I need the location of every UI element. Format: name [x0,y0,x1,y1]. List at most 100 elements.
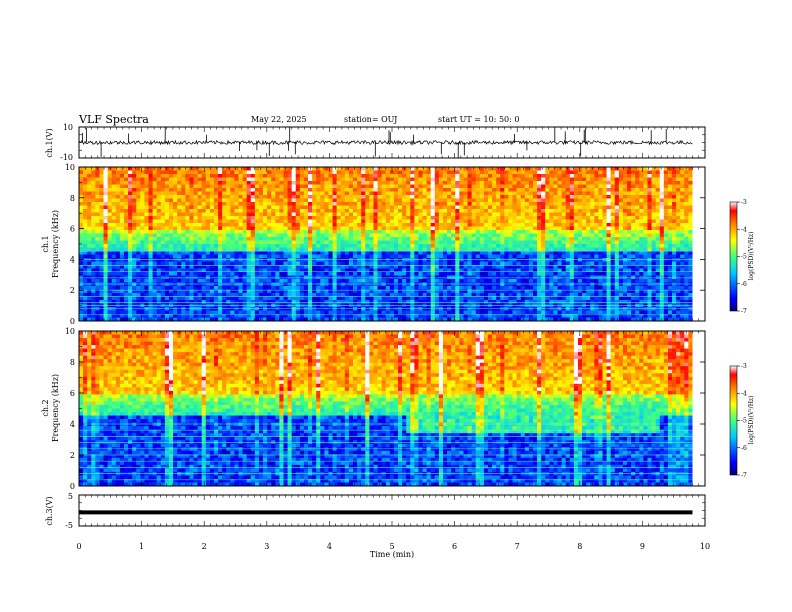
ch1-spectrogram-cell [312,212,317,217]
ch1-spectrogram-cell [381,223,387,227]
ch1-spectrogram-cell [205,275,211,280]
ch1-spectrogram-cell [447,275,452,280]
ch1-spectrogram-cell [152,170,158,175]
ch1-spectrogram-cell [451,219,456,224]
ch1-spectrogram-cell [87,233,92,238]
ch1-spectrogram-cell [234,240,239,245]
ch1-spectrogram-cell [197,184,203,189]
ch1-spectrogram-cell [226,205,231,210]
ch1-spectrogram-cell [369,293,374,297]
ch1-spectrogram-cell [344,268,350,273]
ch1-spectrogram-cell [475,268,481,273]
ch1-spectrogram-cell [95,209,100,213]
ch1-spectrogram-cell [467,258,473,262]
ch1-spectrogram-cell [500,275,505,280]
ch1-spectrogram-cell [140,233,145,238]
ch1-spectrogram-cell [426,317,432,321]
ch1-spectrogram-cell [279,258,284,262]
ch1-spectrogram-cell [189,261,194,266]
ch1-spectrogram-cell [87,209,92,213]
ch1-spectrogram-cell [160,198,166,203]
ch1-spectrogram-cell [168,212,174,217]
ch1-spectrogram-cell [479,233,485,238]
ch1-spectrogram-cell [479,240,485,245]
ch1-spectrogram-cell [156,251,162,255]
ch1-spectrogram-cell [230,219,235,224]
ch1-spectrogram-cell [443,223,448,227]
ch1-spectrogram-cell [177,223,182,227]
ch1-spectrogram-cell [500,296,505,301]
ch1-spectrogram-cell [422,219,428,224]
ch1-spectrogram-cell [111,170,117,175]
ch1-spectrogram-cell [144,286,149,290]
ch1-spectrogram-cell [295,223,301,227]
ch1-spectrogram-cell [189,230,194,234]
ch1-spectrogram-cell [487,191,493,196]
ch1-spectrogram-cell [213,230,219,234]
ch1-spectrogram-cell [496,244,501,248]
ch1-spectrogram-cell [500,244,505,248]
ch1-spectrogram-cell [328,209,333,213]
ch1-spectrogram-cell [168,317,174,321]
ch1-spectrogram-cell [361,317,366,321]
ch1-spectrogram-cell [238,198,243,203]
ch1-spectrogram-cell [83,258,88,262]
ch1-spectrogram-cell [136,174,141,178]
ch1-spectrogram-cell [213,170,219,175]
ch1-spectrogram-cell [209,184,215,189]
ch1-spectrogram-cell [508,314,513,318]
ch1-spectrogram-cell [312,226,317,231]
ch1-spectrogram-cell [95,254,100,259]
ch1-spectrogram-cell [381,265,387,269]
ch1-spectrogram-cell [524,205,530,210]
ch1-spectrogram-cell [299,240,305,245]
ch1-spectrogram-cell [140,205,145,210]
ch1-spectrogram-cell [267,184,272,189]
ch1-spectrogram-cell [402,265,407,269]
ch1-spectrogram-cell [148,314,154,318]
ch1-spectrogram-cell [144,300,149,304]
ch1-spectrogram-cell [111,198,117,203]
ch1-spectrogram-cell [385,167,391,171]
ch1-spectrogram-cell [348,181,354,185]
ch1-spectrogram-cell [389,205,395,210]
ch1-spectrogram-cell [524,167,530,171]
ch1-spectrogram-cell [348,244,354,248]
ch1-spectrogram-cell [447,247,452,252]
ch1-spectrogram-cell [365,293,370,297]
ch1-spectrogram-cell [193,209,199,213]
ch1-spectrogram-cell [471,219,477,224]
ch1-spectrogram-cell [152,202,158,206]
ch1-spectrogram-cell [177,170,182,175]
ch1-spectrogram-cell [291,310,297,315]
ch1-spectrogram-cell [197,237,203,241]
ch1-spectrogram-cell [242,279,248,283]
ch1-spectrogram-cell [177,205,182,210]
ch1-spectrogram-cell [500,265,505,269]
ch1-spectrogram-cell [532,219,538,224]
ch1-spectrogram-cell [381,205,387,210]
ch1-spectrogram-cell [365,282,370,287]
start-time-label: start UT = 10: 50: 0 [438,115,520,124]
ch1-spectrogram-cell [91,300,96,304]
ch1-spectrogram-cell [524,289,530,294]
ch1-spectrogram-cell [516,296,522,301]
ch1-spectrogram-cell [144,237,149,241]
ch1-spectrogram-cell [144,188,149,192]
ch1-spectrogram-cell [87,170,92,175]
ch1-spectrogram-cell [115,258,121,262]
ch1-spectrogram-cell [410,167,415,171]
ch1-spectrogram-cell [181,261,186,266]
ch1-spectrogram-cell [455,314,460,318]
ch1-spectrogram-cell [312,202,317,206]
ch1-spectrogram-cell [369,174,374,178]
ch1-spectrogram-cell [303,251,309,255]
ch1-spectrogram-cell [447,191,452,196]
ch1-spectrogram-cell [181,275,186,280]
ch1-spectrogram-cell [438,240,444,245]
ch1-spectrogram-cell [357,212,362,217]
ch1-spectrogram-cell [373,223,378,227]
ch1-spectrogram-cell [83,251,88,255]
ch1-spectrogram-cell [410,209,415,213]
ch1-spectrogram-cell [177,198,182,203]
